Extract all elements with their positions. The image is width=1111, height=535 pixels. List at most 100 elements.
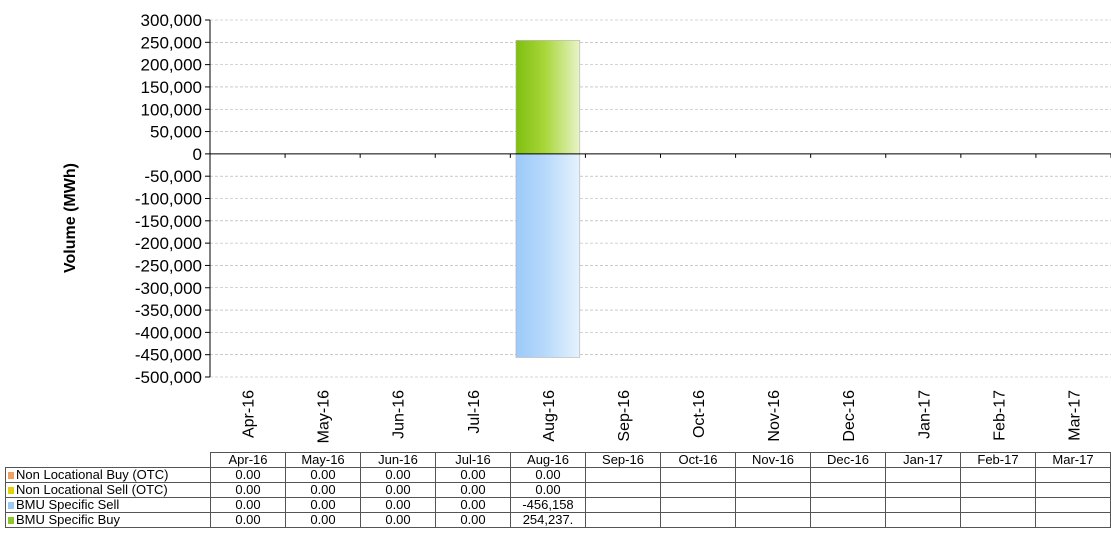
bar-bmu-specific-sell-aug-16 [515, 153, 581, 358]
x-tick-label: Dec-16 [841, 390, 858, 442]
x-tick-label: Sep-16 [616, 390, 633, 442]
table-month-header: Feb-17 [960, 452, 1036, 468]
table-cell: 0.00 [210, 482, 286, 498]
y-tick-label: -300,000 [135, 279, 202, 298]
table-cell [885, 512, 961, 528]
data-table-header-row: Apr-16 May-16 Jun-16 Jul-16 Aug-16 Sep-16 Oct-… [6, 452, 1111, 468]
table-cell [660, 467, 736, 483]
chart-area: 300,000 250,000 200,000 150,000 100,000 50,00… [62, 11, 1111, 443]
bars [515, 40, 581, 358]
table-cell: 0.00 [435, 482, 511, 498]
table-cell: 0.00 [435, 512, 511, 528]
table-cell [885, 467, 961, 483]
table-cell: 0.00 [285, 482, 361, 498]
table-cell [660, 482, 736, 498]
y-tick-label: 250,000 [141, 33, 202, 52]
table-cell [735, 497, 811, 513]
table-cell [585, 512, 661, 528]
data-table: Apr-16 May-16 Jun-16 Jul-16 Aug-16 Sep-16 Oct-… [5, 452, 1111, 528]
x-tick-label: May-16 [316, 390, 333, 443]
table-cell [810, 467, 886, 483]
x-tick-label: Aug-16 [541, 390, 558, 442]
x-tick-label: Jan-17 [916, 390, 933, 439]
series-label: BMU Specific Buy [5, 512, 211, 528]
legend-key-icon [8, 502, 14, 509]
table-cell: 0.00 [360, 497, 436, 513]
series-name: BMU Specific Sell [16, 497, 120, 512]
table-cell [960, 467, 1036, 483]
series-name: BMU Specific Buy [16, 512, 121, 527]
table-cell [660, 497, 736, 513]
y-tick-label: -200,000 [135, 234, 202, 253]
table-cell: 254,237. [510, 512, 586, 528]
x-tick-label: Mar-17 [1066, 390, 1083, 441]
series-name: Non Locational Sell (OTC) [16, 482, 168, 497]
table-cell [735, 512, 811, 528]
table-cell: 0.00 [435, 467, 511, 483]
table-cell: 0.00 [285, 512, 361, 528]
y-tick-label: -250,000 [135, 256, 202, 275]
table-cell: 0.00 [285, 497, 361, 513]
table-month-header: Jan-17 [885, 452, 961, 468]
bar-bmu-specific-buy-aug-16 [515, 40, 581, 155]
legend-key-icon [8, 487, 14, 494]
table-cell [735, 467, 811, 483]
table-cell [960, 512, 1036, 528]
series-label: BMU Specific Sell [5, 497, 211, 513]
table-month-header: Aug-16 [510, 452, 586, 468]
y-tick-label: 300,000 [141, 11, 202, 30]
table-cell: -456,158 [510, 497, 586, 513]
table-cell [585, 482, 661, 498]
y-tick-label: 0 [193, 145, 202, 164]
table-row: BMU Specific Buy 0.00 0.00 0.00 0.00 254,237. [5, 512, 1111, 528]
table-cell: 0.00 [360, 482, 436, 498]
table-cell: 0.00 [210, 497, 286, 513]
y-tick-label: 150,000 [141, 78, 202, 97]
table-cell: 0.00 [210, 467, 286, 483]
table-month-header: Dec-16 [810, 452, 886, 468]
table-cell [735, 482, 811, 498]
y-tick-label: -150,000 [135, 212, 202, 231]
table-cell [960, 497, 1036, 513]
y-tick-label: -350,000 [135, 301, 202, 320]
y-tick-label: -450,000 [135, 346, 202, 365]
table-month-header: May-16 [285, 452, 361, 468]
table-cell: 0.00 [435, 497, 511, 513]
legend-key-icon [8, 472, 14, 479]
table-cell [810, 482, 886, 498]
x-tick-label: Apr-16 [241, 390, 258, 438]
table-cell: 0.00 [510, 467, 586, 483]
table-cell [1035, 512, 1111, 528]
gridlines [210, 19, 1111, 378]
table-cell: 0.00 [510, 482, 586, 498]
x-tick-label: Feb-17 [991, 390, 1008, 441]
y-tick-label: -50,000 [144, 167, 202, 186]
table-row: BMU Specific Sell 0.00 0.00 0.00 0.00 -456,15… [5, 497, 1111, 513]
y-tick-label: -400,000 [135, 323, 202, 342]
x-tick-labels: Apr-16 May-16 Jun-16 Jul-16 Aug-16 Sep-16 Oct-… [241, 390, 1084, 443]
table-cell [1035, 497, 1111, 513]
table-corner [6, 453, 211, 468]
table-cell [810, 497, 886, 513]
table-month-header: Jun-16 [360, 452, 436, 468]
table-month-header: Nov-16 [735, 452, 811, 468]
y-tick-label: 100,000 [141, 100, 202, 119]
table-cell [1035, 467, 1111, 483]
table-cell: 0.00 [285, 467, 361, 483]
series-name: Non Locational Buy (OTC) [16, 467, 169, 482]
y-tick-label: 50,000 [150, 123, 202, 142]
y-tick-label: -100,000 [135, 190, 202, 209]
table-cell: 0.00 [210, 512, 286, 528]
x-tick-label: Jul-16 [466, 390, 483, 434]
legend-key-icon [8, 517, 14, 524]
axes [205, 19, 1111, 378]
table-month-header: Oct-16 [660, 452, 736, 468]
x-tick-label: Oct-16 [691, 390, 708, 438]
x-tick-label: Jun-16 [391, 390, 408, 439]
table-cell [1035, 482, 1111, 498]
table-cell [585, 467, 661, 483]
table-row: Non Locational Buy (OTC) 0.00 0.00 0.00 0.00… [5, 467, 1111, 483]
table-month-header: Sep-16 [585, 452, 661, 468]
table-month-header: Mar-17 [1035, 452, 1111, 468]
y-tick-label: 200,000 [141, 56, 202, 75]
